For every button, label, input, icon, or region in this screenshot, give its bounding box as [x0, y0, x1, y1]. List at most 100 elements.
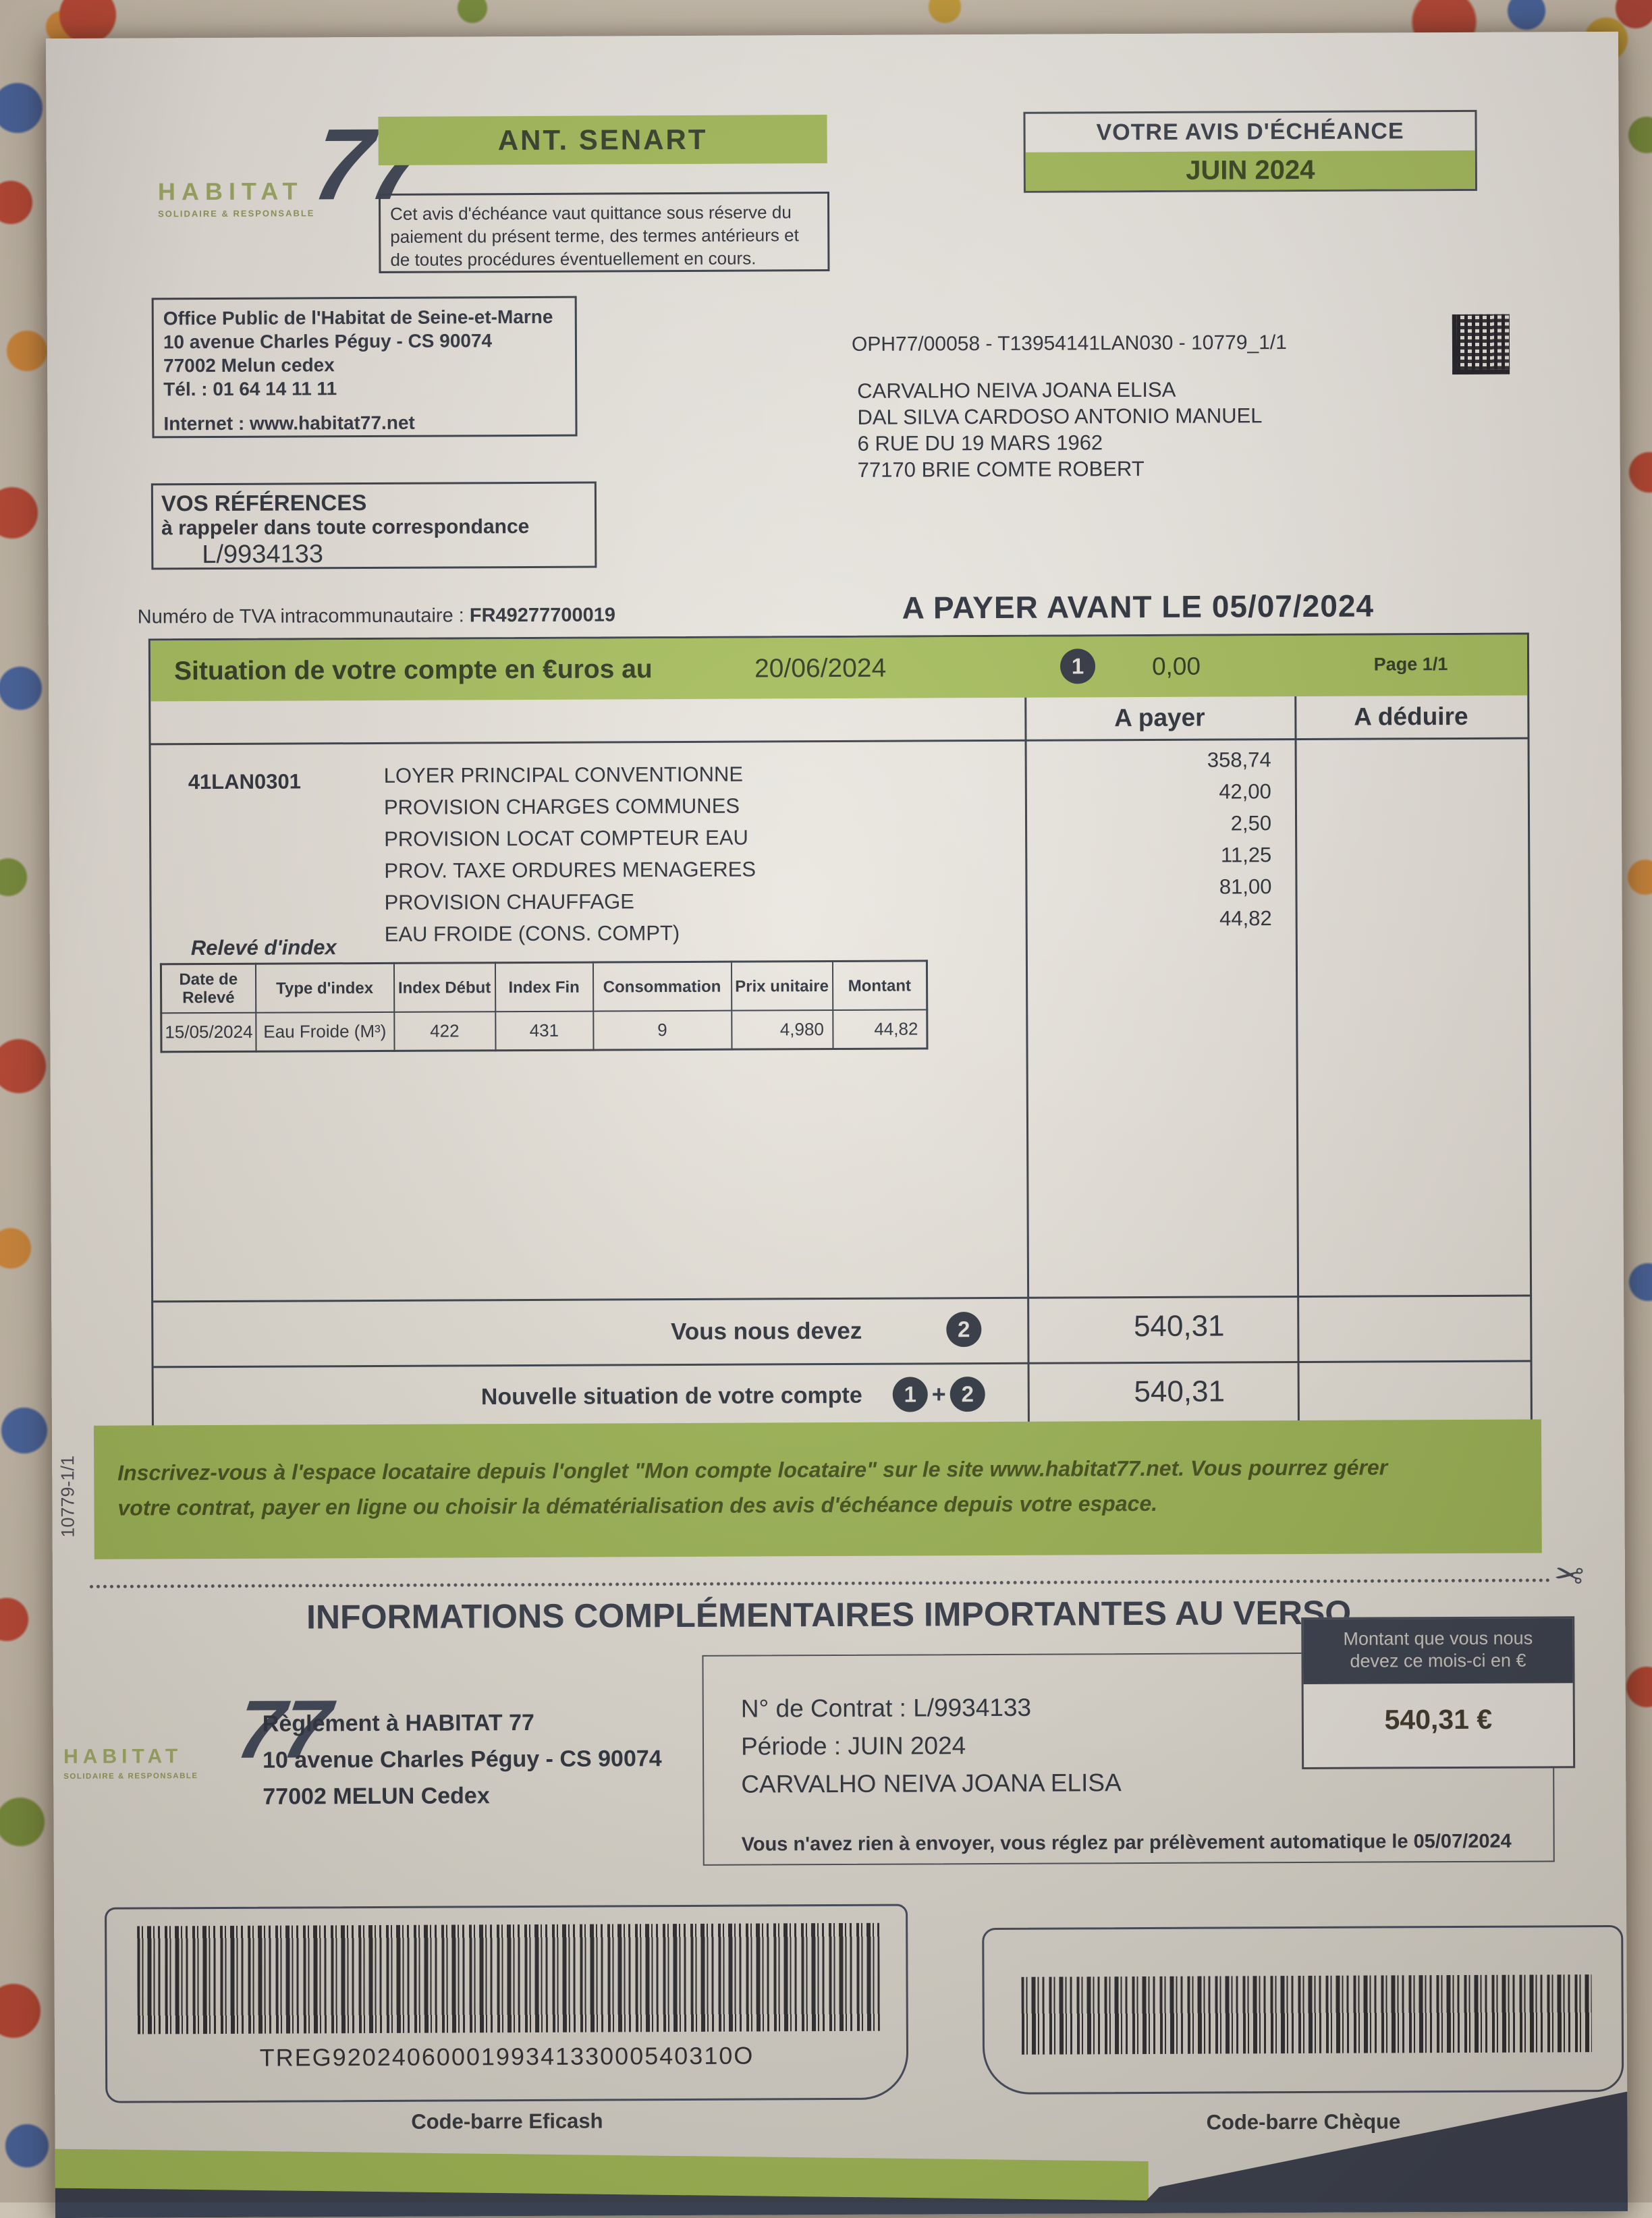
index-cell: Eau Froide (M³) [255, 1011, 395, 1052]
logo-tagline: SOLIDAIRE & RESPONSABLE [158, 208, 315, 219]
contract-info-block: N° de Contrat : L/9934133 Période : JUIN… [741, 1688, 1122, 1803]
avis-title: VOTRE AVIS D'ÉCHÉANCE [1096, 118, 1404, 146]
account-table: Situation de votre compte en €uros au 20… [148, 632, 1533, 1429]
index-col-header: Montant [832, 960, 927, 1011]
charge-label: PROV. TAXE ORDURES MENAGERES [384, 857, 756, 883]
bottom-navy-wedge [1094, 2076, 1628, 2218]
charge-amount: 11,25 [1220, 843, 1272, 867]
index-reading-title: Relevé d'index [190, 935, 337, 960]
index-table-header-row: Date de Relevé Type d'index Index Début … [161, 960, 927, 1014]
slip-payee-block: Règlement à HABITAT 77 10 avenue Charles… [263, 1704, 662, 1815]
total-due-label: Vous nous devez [670, 1317, 862, 1346]
charge-amount: 358,74 [1207, 748, 1271, 772]
amount-due-title-line: devez ce mois-ci en € [1350, 1650, 1526, 1671]
index-col-header: Index Début [393, 962, 495, 1012]
statement-date: 20/06/2024 [754, 653, 887, 684]
charge-amount: 2,50 [1230, 811, 1272, 835]
row-divider [153, 1294, 1531, 1303]
payee-line: Règlement à HABITAT 77 [262, 1709, 534, 1737]
new-balance-amount: 540,31 [1134, 1375, 1226, 1409]
contract-number: N° de Contrat : L/9934133 [740, 1693, 1032, 1723]
index-cell: 15/05/2024 [161, 1012, 256, 1052]
mailing-reference: OPH77/00058 - T13954141LAN030 - 10779_1/… [851, 331, 1287, 356]
eficash-barcode-label: Code-barre Eficash [411, 2109, 603, 2134]
charge-amounts: 358,74 42,00 2,50 11,25 81,00 44,82 [1028, 744, 1272, 935]
charge-amount: 44,82 [1219, 906, 1272, 931]
page-number: Page 1/1 [1373, 654, 1448, 675]
side-document-code: 10779-1/1 [57, 1455, 78, 1538]
eficash-barcode-icon [137, 1922, 880, 2034]
sender-line: 77002 Melun cedex [163, 354, 335, 377]
logo-wordmark: HABITAT [157, 177, 304, 206]
direct-debit-note: Vous n'avez rien à envoyer, vous réglez … [741, 1830, 1512, 1856]
index-cell: 422 [393, 1011, 496, 1051]
tva-label: Numéro de TVA intracommunautaire : [137, 605, 470, 628]
column-header-a-payer: A payer [1114, 703, 1205, 732]
eficash-barcode-box: TREG920240600019934133000540310O [105, 1904, 909, 2103]
sender-website: Internet : www.habitat77.net [163, 412, 415, 435]
new-balance-badges: 1 + 2 [892, 1377, 985, 1412]
charge-amount: 81,00 [1219, 875, 1272, 899]
tenant-portal-banner: Inscrivez-vous à l'espace locataire depu… [93, 1419, 1542, 1559]
badge-2: 2 [949, 1377, 985, 1412]
charge-label: PROVISION LOCAT COMPTEUR EAU [384, 825, 748, 851]
plus-sign: + [931, 1380, 946, 1408]
index-col-header: Prix unitaire [731, 961, 833, 1011]
amount-due-title-line: Montant que vous nous [1343, 1628, 1533, 1649]
recipient-line: CARVALHO NEIVA JOANA ELISA [857, 377, 1176, 403]
quittance-notice-box: Cet avis d'échéance vaut quittance sous … [378, 192, 830, 273]
tva-line: Numéro de TVA intracommunautaire : FR492… [138, 604, 615, 628]
scissors-icon: ✂ [1551, 1554, 1587, 1597]
invoice-paper: HABITAT SOLIDAIRE & RESPONSABLE 77 ANT. … [45, 31, 1628, 2218]
column-divider [1294, 636, 1300, 1422]
contract-reference: 41LAN0301 [188, 769, 302, 794]
index-col-header: Date de Relevé [161, 964, 256, 1014]
index-cell: 9 [593, 1010, 732, 1051]
charge-label: PROVISION CHARGES COMMUNES [383, 794, 740, 819]
cheque-barcode-icon [1021, 1974, 1593, 2055]
charge-label: EAU FROIDE (CONS. COMPT) [384, 921, 680, 946]
agency-banner: ANT. SENART [378, 115, 827, 165]
banner-line: votre contrat, payer en ligne ou choisir… [117, 1491, 1158, 1520]
index-cell: 431 [495, 1011, 594, 1051]
recipient-line: 77170 BRIE COMTE ROBERT [857, 457, 1145, 482]
contract-period: Période : JUIN 2024 [740, 1731, 966, 1760]
logo-wordmark: HABITAT [63, 1745, 183, 1769]
total-due-amount: 540,31 [1133, 1309, 1225, 1343]
references-box: VOS RÉFÉRENCES à rappeler dans toute cor… [150, 481, 597, 570]
references-title: VOS RÉFÉRENCES [161, 490, 367, 516]
references-subtitle: à rappeler dans toute correspondance [161, 515, 530, 540]
sender-address-box: Office Public de l'Habitat de Seine-et-M… [151, 296, 578, 439]
index-cell: 4,980 [731, 1010, 833, 1050]
sender-line: Tél. : 01 64 14 11 11 [163, 378, 337, 400]
charge-label: PROVISION CHAUFFAGE [384, 889, 634, 914]
banner-line: Inscrivez-vous à l'espace locataire depu… [117, 1455, 1388, 1485]
previous-balance: 0,00 [1151, 652, 1201, 680]
charge-labels: LOYER PRINCIPAL CONVENTIONNE PROVISION C… [384, 758, 756, 950]
avis-period: JUIN 2024 [1025, 150, 1475, 191]
new-balance-label: Nouvelle situation de votre compte [480, 1382, 862, 1410]
logo-tagline: SOLIDAIRE & RESPONSABLE [63, 1772, 198, 1781]
references-value: L/9934133 [202, 540, 324, 570]
row-divider [150, 737, 1528, 746]
column-header-a-deduire: A déduire [1354, 702, 1468, 731]
payee-line: 10 avenue Charles Péguy - CS 90074 [263, 1746, 662, 1773]
cheque-barcode-box [982, 1924, 1624, 2095]
perforation-line [89, 1578, 1551, 1588]
amount-due-box: Montant que vous nous devez ce mois-ci e… [1301, 1616, 1576, 1770]
index-reading-table: Date de Relevé Type d'index Index Début … [159, 960, 929, 1053]
recipient-address-block: CARVALHO NEIVA JOANA ELISA DAL SILVA CAR… [857, 376, 1263, 483]
badge-1: 1 [892, 1377, 928, 1412]
tva-number: FR49277700019 [469, 604, 616, 627]
recipient-line: 6 RUE DU 19 MARS 1962 [857, 431, 1103, 455]
avis-echeance-box: VOTRE AVIS D'ÉCHÉANCE JUIN 2024 [1023, 109, 1477, 193]
sender-line: Office Public de l'Habitat de Seine-et-M… [163, 306, 553, 329]
eficash-barcode-number: TREG920240600019934133000540310O [259, 2041, 754, 2072]
charge-amount: 42,00 [1219, 779, 1271, 804]
index-col-header: Type d'index [255, 963, 394, 1013]
table-title: Situation de votre compte en €uros au [173, 655, 653, 686]
index-table-data-row: 15/05/2024 Eau Froide (M³) 422 431 9 4,9… [161, 1009, 928, 1052]
pay-before-date: A PAYER AVANT LE 05/07/2024 [902, 588, 1375, 626]
index-cell: 44,82 [832, 1009, 928, 1049]
charge-label: LOYER PRINCIPAL CONVENTIONNE [383, 762, 744, 787]
